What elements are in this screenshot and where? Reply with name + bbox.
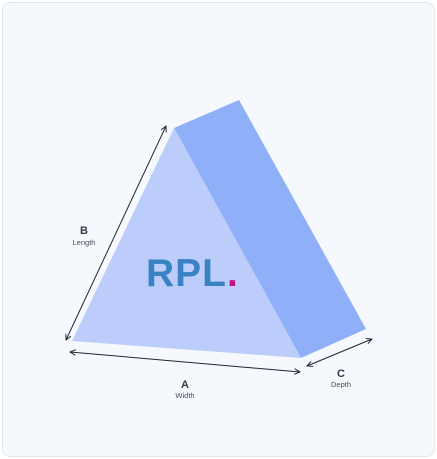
length-dimension-arrow [66,126,166,340]
prism-side-face [174,100,366,358]
dimension-c-letter: C [337,368,345,380]
dimension-c-name: Depth [331,380,351,389]
dimension-b-letter: B [80,225,88,237]
rpl-logo: RPL. [146,252,239,295]
width-dimension-arrow [70,352,300,372]
dimension-a-letter: A [181,379,189,391]
depth-dimension-arrow [307,339,372,366]
dimension-a-name: Width [175,391,194,400]
dimension-b-name: Length [73,238,96,247]
